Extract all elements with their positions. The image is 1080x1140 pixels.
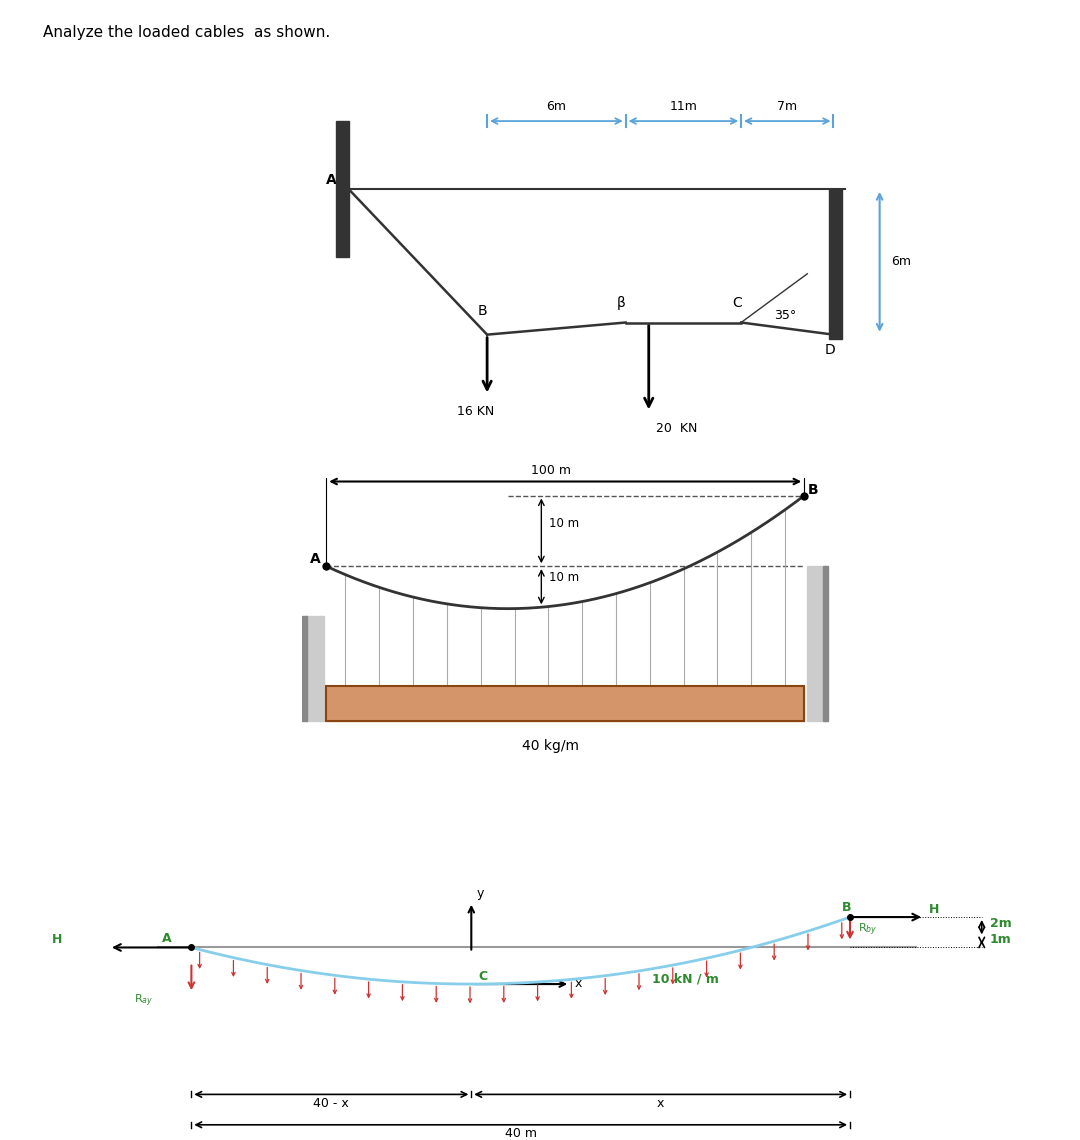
Text: 6m: 6m	[891, 255, 912, 268]
Text: 100 m: 100 m	[531, 464, 571, 478]
Text: 7m: 7m	[778, 100, 797, 113]
Bar	[326, 686, 805, 722]
Text: 40 kg/m: 40 kg/m	[523, 739, 579, 752]
Bar	[302, 616, 307, 722]
Text: 40 - x: 40 - x	[313, 1097, 349, 1109]
Text: x: x	[575, 977, 582, 990]
Text: B: B	[808, 483, 819, 497]
Text: 6m: 6m	[546, 100, 566, 113]
Text: A: A	[325, 173, 336, 187]
Text: 20  KN: 20 KN	[656, 422, 697, 434]
Text: 40 m: 40 m	[504, 1127, 537, 1140]
Text: β: β	[617, 295, 625, 310]
Text: 16 KN: 16 KN	[457, 405, 495, 417]
Text: R$_{by}$: R$_{by}$	[859, 921, 878, 938]
Bar	[336, 121, 349, 256]
Text: C: C	[732, 295, 742, 310]
Text: R$_{ay}$: R$_{ay}$	[134, 993, 153, 1009]
Text: H: H	[929, 903, 940, 917]
Text: 11m: 11m	[670, 100, 698, 113]
Text: 1m: 1m	[990, 934, 1012, 946]
Bar	[305, 616, 324, 722]
Text: 35°: 35°	[774, 309, 797, 321]
Text: B: B	[477, 304, 487, 318]
Text: H: H	[52, 934, 62, 946]
Bar	[807, 567, 826, 722]
Bar	[326, 686, 805, 722]
Text: 10 m: 10 m	[549, 518, 579, 530]
Text: D: D	[824, 343, 835, 357]
Text: x: x	[657, 1097, 664, 1109]
Text: y: y	[476, 887, 484, 899]
Text: Analyze the loaded cables  as shown.: Analyze the loaded cables as shown.	[43, 25, 330, 40]
Bar	[828, 189, 841, 340]
Bar	[823, 567, 828, 722]
Text: C: C	[477, 970, 487, 983]
Text: 10 m: 10 m	[549, 571, 579, 584]
Text: A: A	[310, 552, 321, 565]
Text: 2m: 2m	[990, 918, 1012, 930]
Text: A: A	[162, 933, 172, 945]
Text: B: B	[841, 901, 851, 914]
Text: 10 kN / m: 10 kN / m	[652, 972, 719, 986]
